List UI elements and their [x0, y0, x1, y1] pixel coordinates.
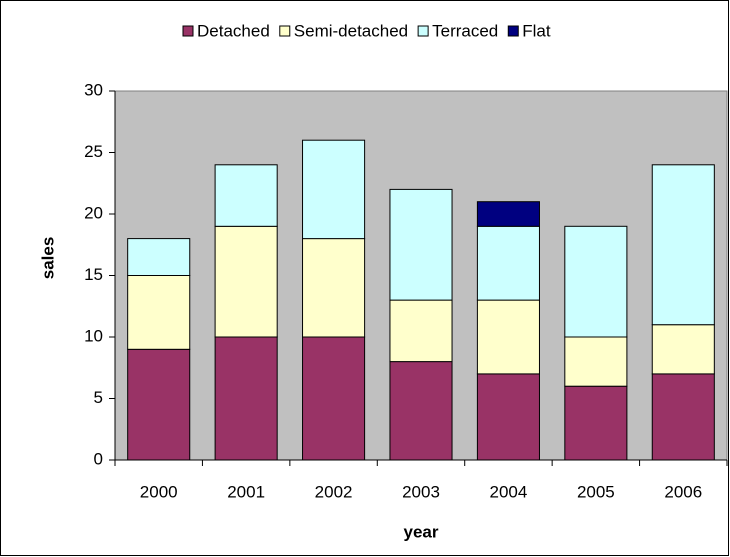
- bar-segment: [302, 139, 366, 240]
- x-tick-label: 2006: [664, 482, 702, 501]
- bar-segment: [214, 225, 278, 338]
- bar-segment: [214, 164, 278, 227]
- x-tick-label: 2002: [315, 482, 353, 501]
- bar-segment: [127, 348, 191, 461]
- bar-segment: [564, 385, 628, 461]
- legend-label: Flat: [522, 21, 551, 40]
- legend-label: Terraced: [432, 21, 498, 40]
- bar-segment: [564, 225, 628, 338]
- bar-segment: [214, 336, 278, 461]
- legend-swatch: [182, 25, 194, 37]
- y-axis-title: sales: [38, 237, 57, 280]
- bar-segment: [476, 299, 540, 375]
- x-tick-label: 2005: [577, 482, 615, 501]
- y-tick-label: 15: [84, 265, 103, 284]
- x-axis-title: year: [404, 522, 439, 541]
- x-tick-label: 2001: [227, 482, 265, 501]
- y-tick-label: 20: [84, 203, 103, 222]
- bar-segment: [476, 201, 540, 227]
- y-tick-label: 25: [84, 142, 103, 161]
- legend-swatch: [507, 25, 519, 37]
- legend-label: Detached: [197, 21, 270, 40]
- bar-segment: [302, 336, 366, 461]
- y-tick-label: 5: [94, 388, 103, 407]
- bar-segment: [389, 299, 453, 363]
- bar-segment: [476, 373, 540, 461]
- y-tick-label: 30: [84, 80, 103, 99]
- bar-segment: [651, 373, 715, 461]
- bar-segment: [302, 238, 366, 338]
- x-tick-label: 2000: [140, 482, 178, 501]
- bar-segment: [476, 225, 540, 301]
- x-tick-label: 2004: [490, 482, 528, 501]
- legend-swatch: [279, 25, 291, 37]
- bar-segment: [127, 275, 191, 350]
- y-tick-label: 0: [94, 449, 103, 468]
- bar-segment: [651, 164, 715, 326]
- bar-segment: [651, 324, 715, 375]
- bar-segment: [127, 238, 191, 277]
- legend-label: Semi-detached: [294, 21, 408, 40]
- bar-segment: [389, 188, 453, 301]
- bar-segment: [389, 361, 453, 461]
- x-tick-label: 2003: [402, 482, 440, 501]
- bar-segment: [564, 336, 628, 387]
- legend-swatch: [417, 25, 429, 37]
- y-tick-label: 10: [84, 326, 103, 345]
